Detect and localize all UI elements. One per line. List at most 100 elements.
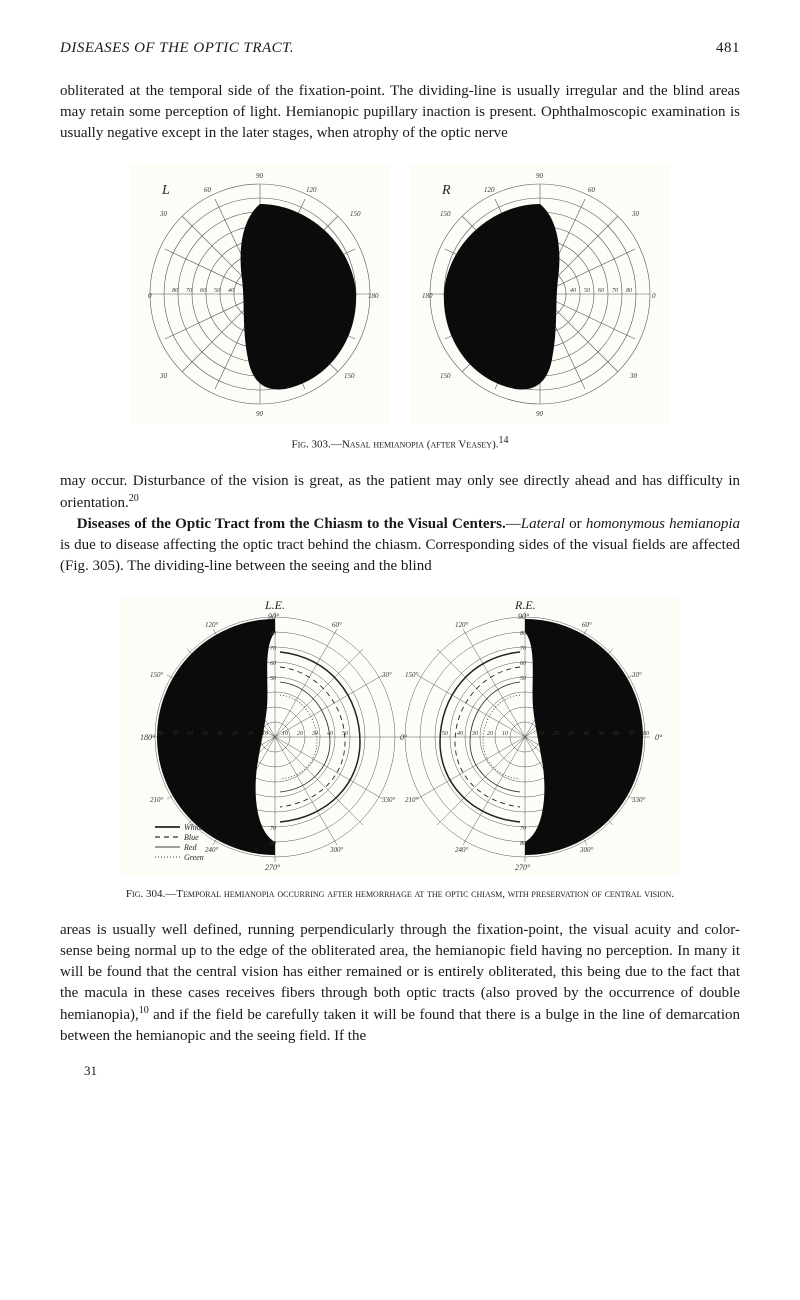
header-title: DISEASES OF THE OPTIC TRACT. [60, 40, 294, 57]
svg-text:150°: 150° [150, 671, 164, 679]
svg-text:240°: 240° [205, 846, 219, 854]
svg-text:90: 90 [256, 172, 264, 180]
paragraph-2-3: may occur. Disturbance of the vision is … [60, 471, 740, 577]
svg-text:20: 20 [487, 731, 493, 737]
svg-text:150: 150 [350, 210, 361, 218]
page-number: 481 [716, 40, 740, 57]
svg-text:150: 150 [440, 210, 451, 218]
svg-text:70: 70 [520, 646, 526, 652]
svg-text:20: 20 [297, 731, 303, 737]
svg-text:30: 30 [629, 372, 638, 380]
svg-text:210°: 210° [150, 796, 164, 804]
svg-text:0°: 0° [655, 733, 663, 742]
svg-text:80: 80 [270, 631, 276, 637]
fig303-right-field: 40 50 60 70 80 R 90 180 0 150 30 150 30 … [410, 164, 670, 424]
svg-text:40: 40 [228, 287, 234, 294]
svg-text:120°: 120° [455, 621, 469, 629]
p2-text: may occur. Disturbance of the vision is … [60, 473, 740, 511]
fig304-dual-field: 80 70 60 50 40 30 20 10 10 20 30 40 50 50 40 30 20… [120, 597, 680, 877]
svg-text:90°: 90° [518, 612, 530, 621]
p4-text2: and if the field be carefully taken it w… [60, 1007, 740, 1044]
heading-diseases-optic-tract: Diseases of the Optic Tract from the Chi… [77, 516, 506, 532]
p3-italic2: homonymous hemianopia [586, 516, 740, 532]
svg-text:80: 80 [172, 288, 178, 294]
fig304-left-label: L.E. [264, 598, 285, 612]
svg-text:70: 70 [612, 288, 618, 294]
svg-text:40: 40 [457, 730, 463, 737]
p3-italic1: Lateral [521, 516, 565, 532]
fig303-caption-prefix: Fig. 303. [292, 439, 331, 451]
svg-text:50: 50 [520, 676, 526, 682]
p3-or: or [565, 516, 586, 532]
svg-text:150: 150 [440, 372, 451, 380]
svg-text:60: 60 [270, 661, 276, 667]
fig303-right-label: R [441, 183, 451, 198]
svg-text:70: 70 [186, 288, 192, 294]
svg-text:30: 30 [631, 210, 640, 218]
svg-text:90°: 90° [268, 612, 280, 621]
p2-sup: 20 [129, 493, 139, 504]
svg-text:10: 10 [262, 731, 268, 737]
svg-text:330°: 330° [381, 796, 396, 804]
svg-text:White: White [184, 823, 203, 832]
svg-text:80: 80 [520, 841, 526, 847]
svg-text:70: 70 [270, 826, 276, 832]
svg-text:50: 50 [584, 288, 590, 294]
footer-number: 31 [84, 1063, 740, 1079]
svg-text:50: 50 [598, 731, 604, 737]
svg-text:270°: 270° [265, 863, 281, 872]
paragraph-4: areas is usually well defined, running p… [60, 920, 740, 1047]
svg-text:30: 30 [159, 210, 168, 218]
svg-text:10: 10 [282, 731, 288, 737]
svg-text:30: 30 [231, 731, 238, 737]
svg-text:70: 70 [270, 646, 276, 652]
fig303-caption: Fig. 303.—Nasal hemianopia (after Veasey… [60, 435, 740, 451]
fig303-left-label: L [161, 183, 170, 198]
svg-text:10: 10 [538, 731, 544, 737]
svg-text:20: 20 [553, 731, 559, 737]
svg-text:10: 10 [502, 731, 508, 737]
svg-text:80: 80 [520, 631, 526, 637]
svg-text:Blue: Blue [184, 833, 199, 842]
svg-text:300°: 300° [579, 846, 594, 854]
svg-text:50: 50 [202, 731, 208, 737]
fig304-caption-text: —Temporal hemianopia occurring after hem… [165, 888, 674, 900]
svg-text:30: 30 [311, 731, 318, 737]
svg-text:90: 90 [256, 410, 264, 418]
svg-text:70: 70 [628, 731, 634, 737]
svg-text:150°: 150° [405, 671, 419, 679]
svg-text:90: 90 [536, 172, 544, 180]
svg-text:210°: 210° [405, 796, 419, 804]
svg-text:30: 30 [159, 372, 168, 380]
svg-text:70: 70 [520, 826, 526, 832]
svg-text:180: 180 [368, 292, 379, 300]
svg-text:30: 30 [471, 731, 478, 737]
figure-303: 80 70 60 50 40 L 90 0 180 30 150 30 150 … [60, 164, 740, 424]
svg-text:180°: 180° [140, 733, 156, 742]
svg-text:120°: 120° [205, 621, 219, 629]
fig303-left-field: 80 70 60 50 40 L 90 0 180 30 150 30 150 … [130, 164, 390, 424]
svg-text:50: 50 [270, 676, 276, 682]
svg-text:40: 40 [217, 730, 223, 737]
svg-text:30°: 30° [381, 671, 392, 679]
svg-text:40: 40 [327, 730, 333, 737]
figure-304: 80 70 60 50 40 30 20 10 10 20 30 40 50 50 40 30 20… [60, 597, 740, 877]
svg-text:0: 0 [148, 292, 152, 300]
fig304-right-label: R.E. [514, 598, 536, 612]
svg-text:60: 60 [520, 661, 526, 667]
fig303-caption-text: —Nasal hemianopia (after Veasey). [331, 439, 499, 451]
svg-text:50: 50 [442, 731, 448, 737]
svg-text:120: 120 [484, 186, 495, 194]
svg-text:60: 60 [613, 731, 619, 737]
p3-rest: is due to disease affecting the optic tr… [60, 537, 740, 574]
svg-text:80: 80 [157, 731, 163, 737]
svg-text:30°: 30° [631, 671, 642, 679]
svg-text:50: 50 [342, 731, 348, 737]
p3-dash: — [506, 516, 521, 532]
svg-text:Red: Red [183, 843, 197, 852]
svg-text:60: 60 [598, 288, 604, 294]
svg-text:270°: 270° [515, 863, 531, 872]
svg-text:60: 60 [204, 186, 212, 194]
svg-text:50: 50 [214, 288, 220, 294]
svg-text:Green: Green [184, 853, 204, 862]
